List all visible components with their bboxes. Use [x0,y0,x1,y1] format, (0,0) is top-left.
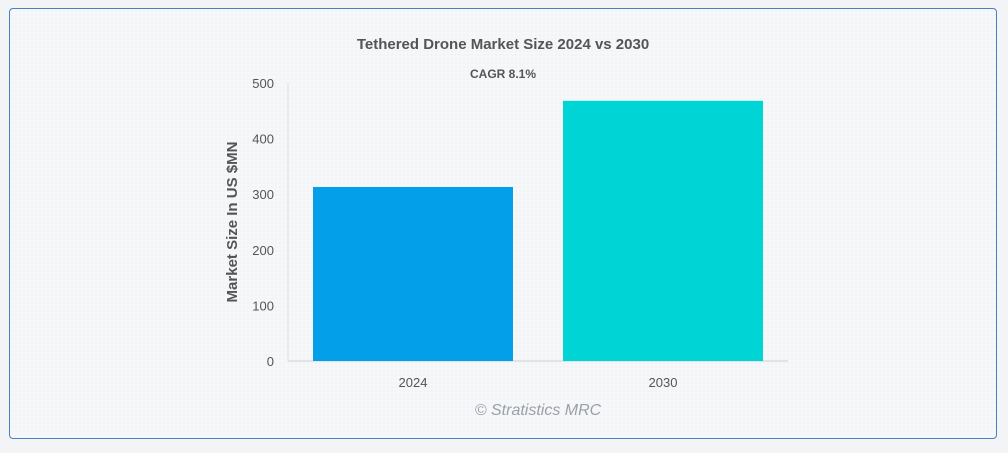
y-tick-label: 300 [252,187,274,202]
y-tick-label: 200 [252,243,274,258]
chart-subtitle: CAGR 8.1% [470,67,536,81]
y-ticks: 0 100 200 300 400 500 [252,76,274,369]
y-axis-label: Market Size In US $MN [224,142,241,303]
bar-2024 [313,186,513,361]
bars [313,100,763,362]
y-tick-label: 0 [267,354,274,369]
watermark: © Stratistics MRC [475,402,602,419]
y-tick-label: 100 [252,298,274,313]
y-tick-label: 500 [252,76,274,91]
chart-title: Tethered Drone Market Size 2024 vs 2030 [357,36,649,53]
y-tick-label: 400 [252,132,274,147]
bar-2030 [563,100,763,362]
x-ticks: 2024 2030 [399,375,678,390]
x-tick-label: 2024 [399,375,428,390]
x-tick-label: 2030 [649,375,678,390]
